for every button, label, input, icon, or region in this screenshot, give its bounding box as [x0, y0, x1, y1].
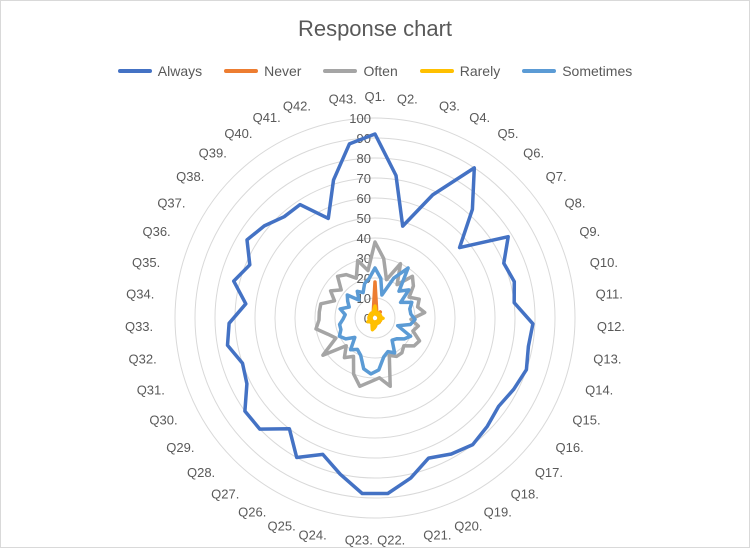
legend-label-never: Never: [264, 63, 302, 79]
r-tick-label: 10: [357, 291, 371, 306]
category-label: Q15.: [572, 413, 600, 428]
legend-item-never: Never: [224, 63, 301, 79]
r-tick-label: 70: [357, 171, 371, 186]
category-label: Q27.: [211, 487, 239, 502]
legend-swatch-sometimes: [522, 69, 557, 73]
gridline-circle: [294, 237, 456, 399]
category-label: Q3.: [439, 98, 460, 113]
legend-swatch-never: [224, 69, 259, 73]
category-label: Q30.: [149, 413, 177, 428]
category-label: Q18.: [511, 487, 539, 502]
category-label: Q31.: [137, 383, 165, 398]
category-label: Q20.: [454, 518, 482, 533]
category-label: Q21.: [423, 528, 451, 543]
category-label: Q43.: [329, 91, 357, 106]
category-label: Q14.: [585, 383, 613, 398]
chart-title: Response chart: [297, 16, 453, 41]
category-label: Q11.: [596, 287, 623, 302]
legend-item-often: Often: [323, 63, 398, 79]
category-label: Q12.: [597, 319, 625, 334]
category-label: Q9.: [579, 224, 600, 239]
r-tick-label: 100: [349, 111, 371, 126]
category-label: Q8.: [564, 195, 585, 210]
r-tick-label: 80: [357, 151, 371, 166]
category-label: Q22.: [377, 532, 405, 547]
category-label: Q29.: [166, 440, 194, 455]
category-label: Q5.: [497, 126, 518, 141]
gridline-circle: [174, 117, 576, 519]
category-label: Q40.: [224, 126, 252, 141]
legend-item-always: Always: [117, 63, 203, 79]
r-tick-label: 60: [357, 191, 371, 206]
category-label: Q28.: [187, 465, 215, 480]
category-label: Q6.: [523, 146, 544, 161]
category-label: Q35.: [132, 255, 160, 270]
category-label: Q34.: [126, 287, 154, 302]
category-label: Q32.: [129, 351, 157, 366]
category-label: Q38.: [176, 169, 204, 184]
category-label: Q1.: [365, 89, 386, 104]
category-label: Q4.: [469, 110, 490, 125]
legend-swatch-always: [117, 69, 152, 73]
gridline-circle: [194, 137, 556, 499]
legend-label-sometimes: Sometimes: [562, 63, 633, 79]
category-label: Q19.: [484, 505, 512, 520]
category-label: Q26.: [238, 505, 266, 520]
r-tick-label: 40: [357, 231, 371, 246]
category-label: Q17.: [535, 465, 563, 480]
category-label: Q39.: [199, 146, 227, 161]
category-label: Q37.: [157, 195, 185, 210]
category-label: Q13.: [593, 351, 621, 366]
chart-legend: Always Never Often Rarely Sometimes: [0, 63, 750, 79]
category-label: Q10.: [590, 255, 618, 270]
legend-swatch-rarely: [419, 69, 454, 73]
legend-swatch-often: [323, 69, 358, 73]
category-label: Q25.: [268, 518, 296, 533]
category-label: Q16.: [556, 440, 584, 455]
category-label: Q41.: [253, 110, 281, 125]
category-label: Q36.: [142, 224, 170, 239]
series-line-sometimes: [337, 266, 417, 376]
series-line-often: [314, 240, 427, 389]
category-label: Q33.: [125, 319, 153, 334]
legend-label-rarely: Rarely: [459, 63, 501, 79]
legend-label-always: Always: [157, 63, 203, 79]
series-line-always: [225, 132, 535, 496]
category-label: Q42.: [283, 98, 311, 113]
gridline-circle: [254, 197, 496, 439]
legend-label-often: Often: [363, 63, 398, 79]
legend-item-sometimes: Sometimes: [522, 63, 632, 79]
category-label: Q24.: [299, 528, 327, 543]
category-label: Q23.: [345, 532, 373, 547]
gridline-circle: [214, 157, 536, 479]
gridline-circle: [274, 217, 476, 419]
series-line-rarely: [366, 304, 385, 332]
category-label: Q2.: [397, 91, 418, 106]
category-label: Q7.: [546, 169, 567, 184]
r-tick-label: 50: [357, 211, 371, 226]
legend-item-rarely: Rarely: [419, 63, 501, 79]
